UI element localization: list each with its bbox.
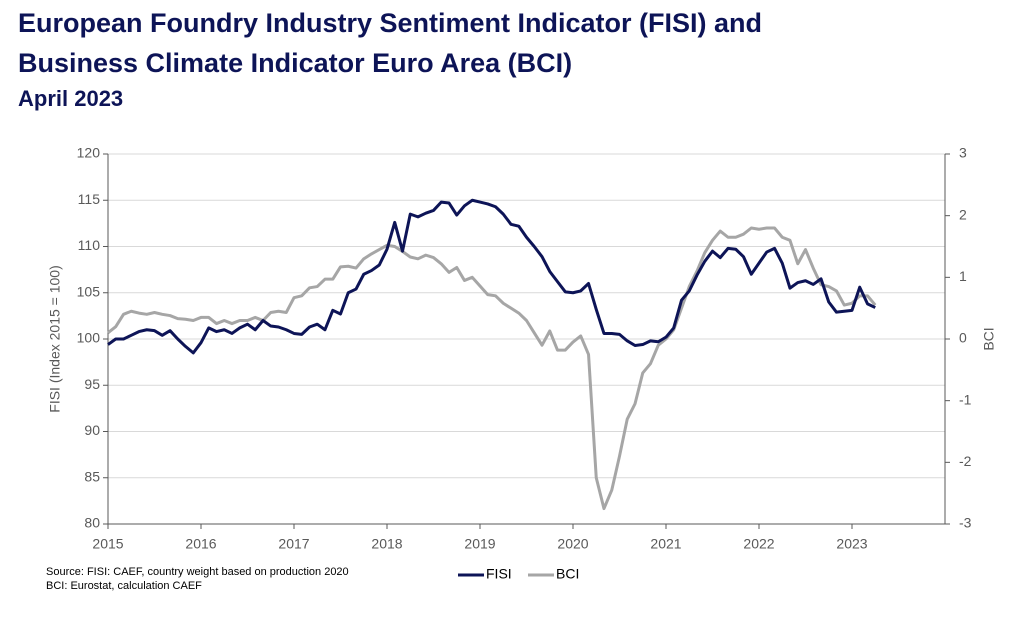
x-tick-label: 2018 (371, 536, 402, 552)
y-tick-label: 80 (84, 515, 100, 531)
source-note: Source: FISI: CAEF, country weight based… (46, 566, 349, 578)
y-tick-label: 120 (77, 145, 101, 161)
y-tick-label: 115 (78, 191, 101, 207)
series-line (107, 198, 876, 355)
y2-tick-label: 1 (959, 268, 967, 284)
x-tick-label: 2015 (92, 536, 123, 552)
y2-tick-label: -3 (959, 515, 972, 531)
y2-tick-label: -2 (959, 453, 972, 469)
y-tick-label: 90 (84, 422, 100, 438)
legend-label: BCI (556, 566, 579, 582)
legend-label: FISI (486, 566, 512, 582)
x-tick-label: 2022 (743, 536, 774, 552)
y-tick-label: 100 (77, 330, 101, 346)
x-tick-label: 2020 (557, 536, 588, 552)
y-tick-label: 95 (84, 376, 100, 392)
y-axis-label: FISI (Index 2015 = 100) (47, 265, 63, 412)
series-line (107, 226, 877, 511)
y2-tick-label: -1 (959, 391, 972, 407)
x-tick-label: 2023 (836, 536, 867, 552)
y-tick-label: 105 (77, 283, 101, 299)
x-tick-label: 2019 (464, 536, 495, 552)
x-tick-label: 2016 (185, 536, 216, 552)
y-tick-label: 85 (84, 468, 100, 484)
source-note: BCI: Eurostat, calculation CAEF (46, 580, 202, 592)
x-tick-label: 2017 (278, 536, 309, 552)
y2-tick-label: 2 (959, 206, 967, 222)
chart-title: European Foundry Industry Sentiment Indi… (18, 8, 762, 38)
chart-title-line2: Business Climate Indicator Euro Area (BC… (18, 48, 572, 78)
x-tick-label: 2021 (650, 536, 681, 552)
chart-subtitle: April 2023 (18, 86, 123, 111)
y2-tick-label: 0 (959, 330, 967, 346)
y2-axis-label: BCI (981, 327, 997, 350)
y2-tick-label: 3 (959, 145, 967, 161)
y-tick-label: 110 (78, 237, 101, 253)
